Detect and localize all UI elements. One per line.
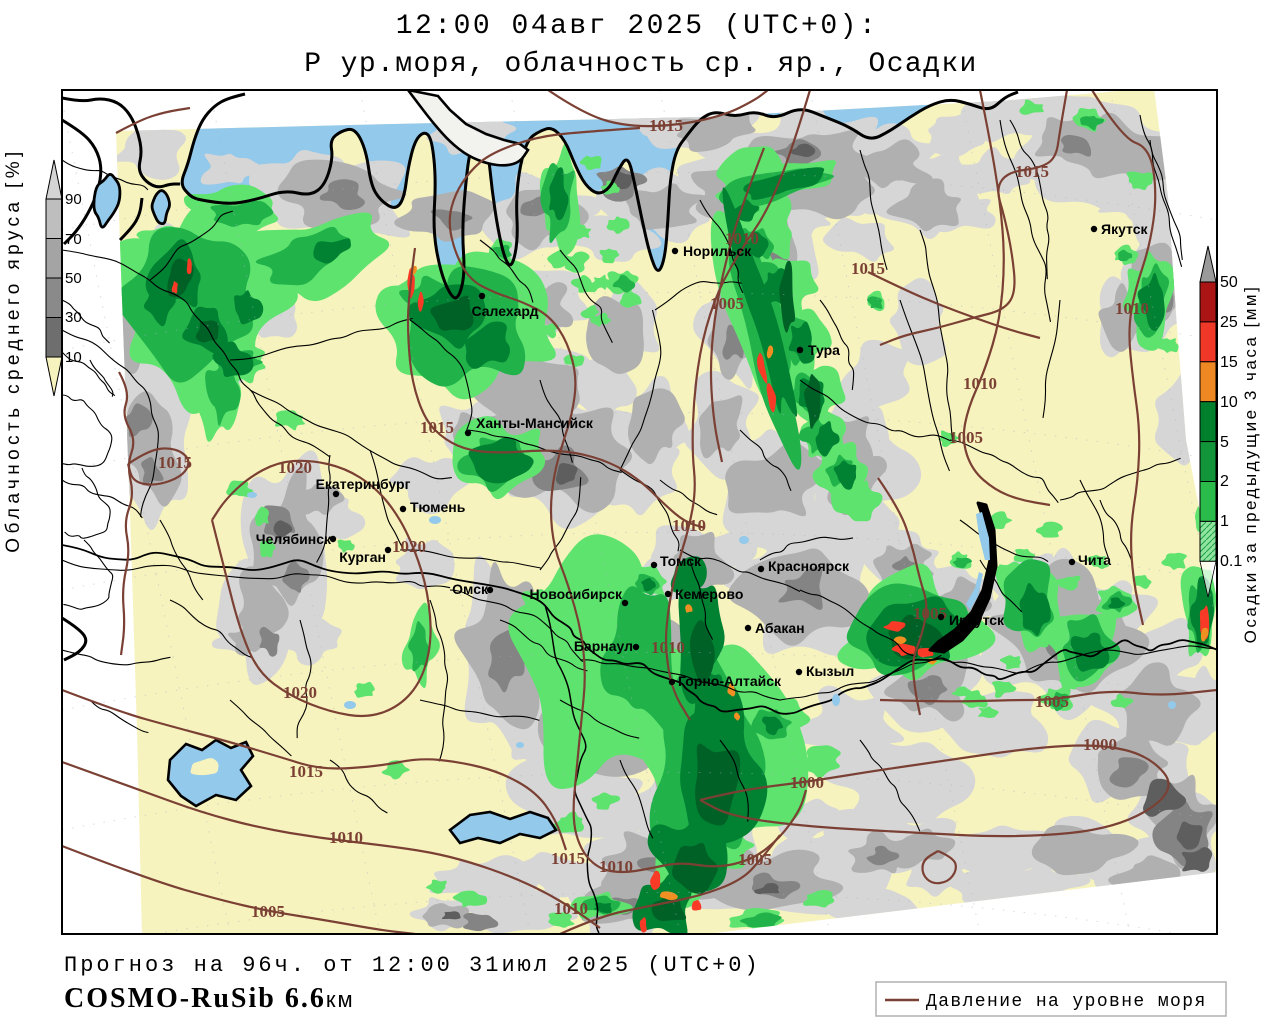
svg-text:0.1: 0.1 (1220, 553, 1242, 570)
svg-text:Новосибирск: Новосибирск (530, 586, 623, 602)
svg-text:1010: 1010 (725, 229, 759, 248)
svg-text:1005: 1005 (1035, 692, 1069, 711)
svg-text:Прогноз на 96ч. от 12:00 31июл: Прогноз на 96ч. от 12:00 31июл 2025 (UTC… (64, 953, 761, 978)
svg-text:Барнаул: Барнаул (574, 638, 633, 654)
svg-text:Курган: Курган (339, 549, 386, 565)
svg-text:70: 70 (65, 231, 82, 248)
svg-text:1015: 1015 (420, 418, 454, 437)
svg-text:COSMO-RuSib 6.6км: COSMO-RuSib 6.6км (64, 983, 355, 1014)
svg-text:Томск: Томск (660, 553, 702, 569)
svg-text:1005: 1005 (949, 428, 983, 447)
svg-text:Салехард: Салехард (471, 303, 538, 319)
svg-text:1010: 1010 (1115, 299, 1149, 318)
svg-text:1005: 1005 (251, 902, 285, 921)
svg-text:Иркутск: Иркутск (949, 612, 1005, 628)
svg-text:25: 25 (1220, 314, 1238, 331)
svg-text:Абакан: Абакан (755, 620, 805, 636)
svg-text:Норильск: Норильск (683, 243, 752, 259)
svg-text:Кемерово: Кемерово (675, 586, 743, 602)
svg-text:Облачность среднего яруса [%]: Облачность среднего яруса [%] (3, 147, 24, 552)
svg-text:Осадки за предыдущие 3 часа [м: Осадки за предыдущие 3 часа [мм] (1241, 285, 1260, 644)
svg-text:90: 90 (65, 191, 82, 208)
svg-text:Ханты-Мансийск: Ханты-Мансийск (476, 415, 594, 431)
svg-text:1010: 1010 (651, 638, 685, 657)
svg-text:Чита: Чита (1078, 552, 1111, 568)
svg-text:1005: 1005 (738, 850, 772, 869)
svg-text:1015: 1015 (158, 453, 192, 472)
svg-text:1015: 1015 (649, 116, 683, 135)
svg-text:1010: 1010 (554, 899, 588, 918)
svg-text:1020: 1020 (392, 537, 426, 556)
svg-text:Екатеринбург: Екатеринбург (316, 476, 411, 492)
svg-text:Тюмень: Тюмень (410, 499, 466, 515)
svg-text:2: 2 (1220, 473, 1229, 490)
svg-text:1010: 1010 (672, 516, 706, 535)
svg-text:1010: 1010 (329, 828, 363, 847)
svg-text:1015: 1015 (551, 849, 585, 868)
svg-text:1015: 1015 (289, 762, 323, 781)
svg-text:1015: 1015 (851, 259, 885, 278)
svg-text:1010: 1010 (599, 857, 633, 876)
svg-text:10: 10 (65, 349, 82, 366)
svg-text:50: 50 (1220, 274, 1238, 291)
svg-text:30: 30 (65, 309, 82, 326)
svg-text:1000: 1000 (790, 773, 824, 792)
svg-text:1015: 1015 (1015, 162, 1049, 181)
svg-text:1010: 1010 (963, 374, 997, 393)
svg-text:1005: 1005 (913, 604, 947, 623)
svg-text:Омск: Омск (452, 581, 489, 597)
svg-text:Якутск: Якутск (1101, 221, 1148, 237)
svg-text:Давление на уровне моря: Давление на уровне моря (926, 992, 1207, 1012)
svg-text:Челябинск: Челябинск (256, 531, 332, 547)
svg-text:Кызыл: Кызыл (806, 663, 854, 679)
svg-text:1020: 1020 (278, 458, 312, 477)
svg-text:Красноярск: Красноярск (768, 558, 850, 574)
svg-text:Горно-Алтайск: Горно-Алтайск (678, 673, 782, 689)
svg-text:5: 5 (1220, 434, 1229, 451)
svg-text:Тура: Тура (808, 342, 840, 358)
svg-text:12:00 04авг 2025 (UTC+0):: 12:00 04авг 2025 (UTC+0): (396, 11, 879, 42)
svg-text:1: 1 (1220, 513, 1229, 530)
svg-text:15: 15 (1220, 354, 1238, 371)
svg-text:50: 50 (65, 270, 82, 287)
svg-text:1000: 1000 (1083, 735, 1117, 754)
svg-text:1020: 1020 (283, 683, 317, 702)
svg-text:Р ур.моря, облачность ср. яр.,: Р ур.моря, облачность ср. яр., Осадки (304, 49, 978, 80)
svg-text:10: 10 (1220, 394, 1238, 411)
svg-text:1005: 1005 (710, 294, 744, 313)
